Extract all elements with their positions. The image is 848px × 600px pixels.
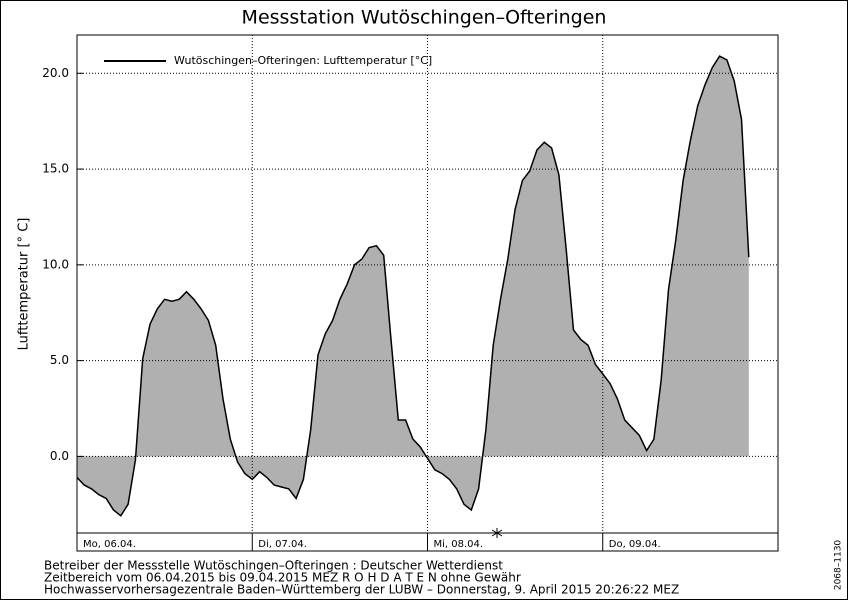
side-label: 2068–1130 (834, 540, 844, 591)
y-tick-label: 0.0 (50, 449, 69, 463)
date-strip (76, 532, 779, 552)
line (76, 55, 750, 517)
x-tick-label: Di, 07.04. (258, 539, 307, 550)
x-tick-label: Mi, 08.04. (434, 539, 484, 550)
legend-label: Wutöschingen–Ofteringen: Lufttemperatur … (174, 54, 432, 67)
chart-title: Messstation Wutöschingen–Ofteringen (242, 7, 607, 29)
y-tick-label: 15.0 (42, 162, 69, 176)
y-tick-label: 5.0 (50, 353, 69, 367)
y-axis-label: Lufttemperatur [° C] (17, 218, 32, 351)
footer-line: Hochwasservorhersagezentrale Baden–Württ… (44, 583, 679, 597)
footer-line: Zeitbereich vom 06.04.2015 bis 09.04.201… (44, 571, 521, 585)
x-tick-label: Do, 09.04. (609, 539, 661, 550)
footer-line: Betreiber der Messstelle Wutöschingen–Of… (44, 559, 503, 573)
area (77, 56, 749, 516)
x-tick-label: Mo, 06.04. (83, 539, 136, 550)
y-tick-label: 20.0 (42, 66, 69, 80)
y-tick-label: 10.0 (42, 257, 69, 271)
